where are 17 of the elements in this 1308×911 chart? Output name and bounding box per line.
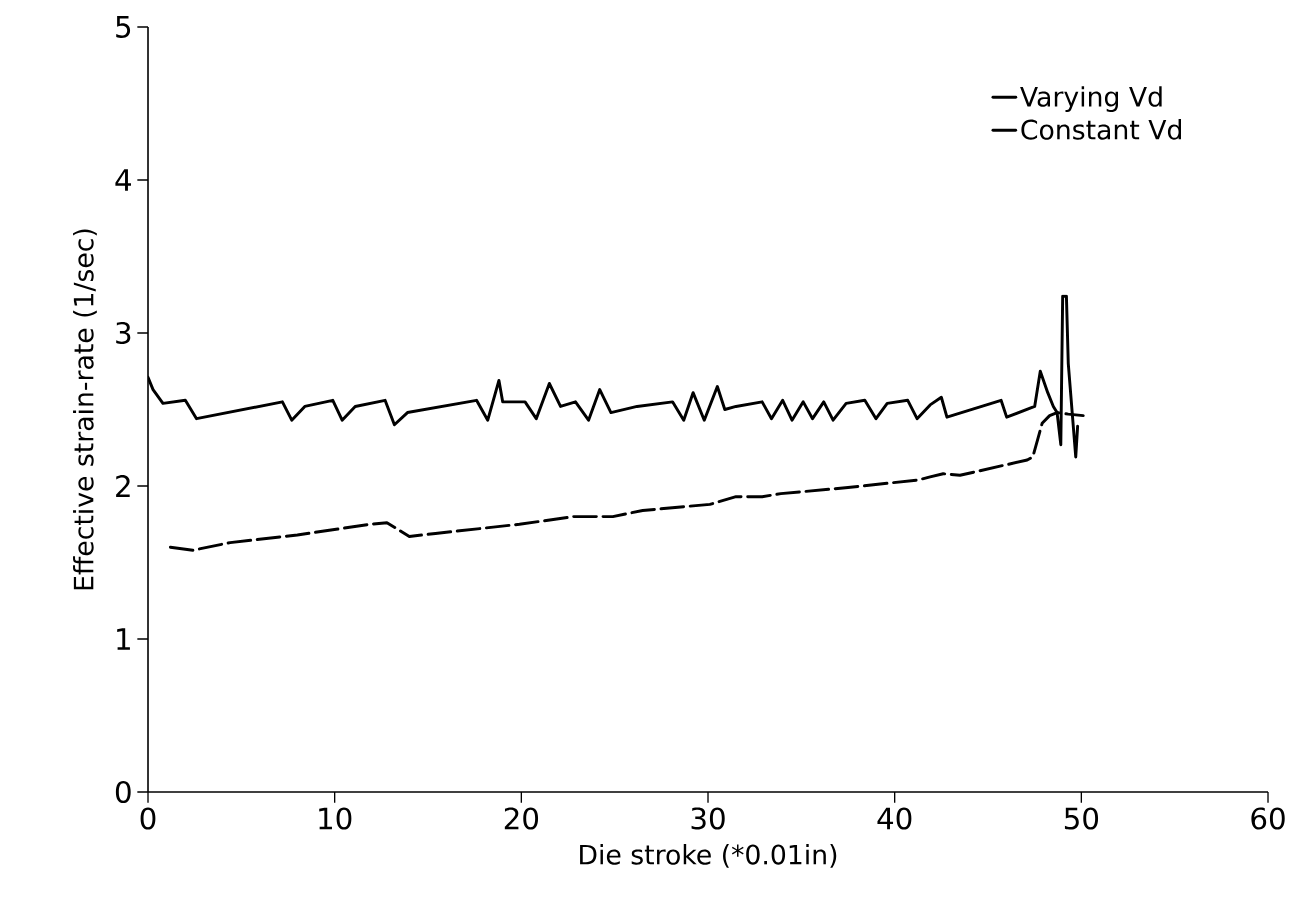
x-tick-label: 10 xyxy=(319,807,352,830)
x-tick-label: 30 xyxy=(691,807,725,830)
x-axis-title: Die stroke (*0.01in) xyxy=(580,844,837,868)
legend-label: Varying Vd xyxy=(1020,86,1162,112)
y-tick-label: 1 xyxy=(117,628,130,650)
x-tick-label: 50 xyxy=(1064,807,1099,830)
y-tick-label: 0 xyxy=(115,780,131,804)
x-tick-label: 40 xyxy=(877,807,912,830)
x-tick-label: 60 xyxy=(1251,807,1285,830)
x-tick-label: 0 xyxy=(140,807,156,830)
legend-label: Constant Vd xyxy=(1021,119,1181,140)
y-tick-label: 3 xyxy=(116,321,131,345)
y-axis-title: Effective strain-rate (1/sec) xyxy=(73,229,97,590)
y-tick-label: 2 xyxy=(116,475,130,497)
y-tick-label: 4 xyxy=(115,169,131,191)
x-tick-label: 20 xyxy=(504,807,539,830)
y-tick-label: 5 xyxy=(116,16,131,38)
